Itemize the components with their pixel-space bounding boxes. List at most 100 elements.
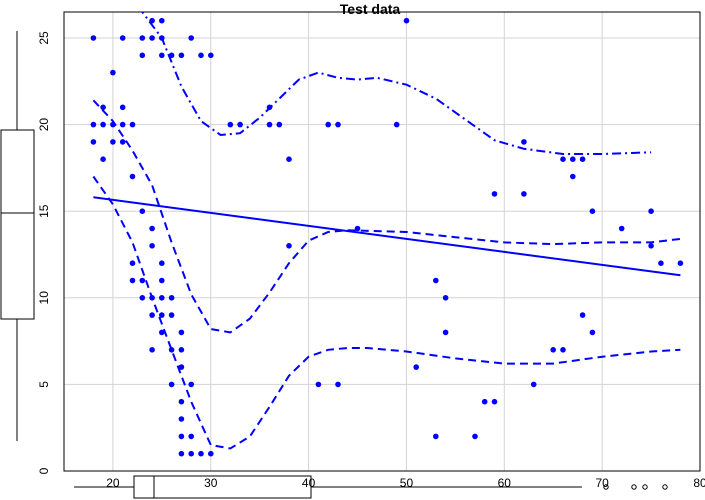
data-point [119, 139, 126, 145]
y-tick-label: 0 [37, 467, 51, 474]
data-point [433, 433, 439, 440]
data-point [159, 52, 165, 59]
data-point [491, 191, 498, 197]
data-point [208, 450, 214, 457]
data-point [168, 52, 175, 59]
x-tick-label: 20 [106, 476, 120, 490]
data-point [168, 381, 175, 388]
data-point [159, 17, 165, 24]
data-point [159, 35, 165, 41]
y-tick-label: 10 [37, 291, 51, 305]
x-tick-label: 40 [302, 476, 316, 490]
data-point [188, 450, 194, 457]
data-point [550, 347, 556, 353]
data-point [393, 121, 400, 128]
data-point [442, 329, 449, 336]
data-point [149, 17, 155, 24]
data-point [276, 121, 283, 128]
data-point [100, 121, 106, 128]
data-point [149, 35, 155, 41]
data-point [110, 139, 116, 145]
data-point [178, 52, 185, 59]
data-point [178, 416, 185, 422]
data-point [198, 450, 204, 457]
data-point [648, 243, 654, 249]
grid [64, 12, 701, 472]
data-point [100, 156, 106, 162]
x-tick-label: 60 [498, 476, 512, 490]
data-point [325, 121, 332, 128]
data-point [354, 225, 361, 232]
series-line-dashed-2 [92, 175, 681, 450]
y-tick-label: 15 [37, 204, 51, 218]
y-tick-label: 5 [37, 381, 51, 388]
data-point [178, 450, 185, 457]
data-point [618, 225, 625, 232]
data-point [90, 35, 97, 41]
axes: 20 30 40 50 60 70 80 0 5 10 15 20 25 [37, 31, 705, 490]
data-point [119, 35, 126, 41]
data-point [286, 156, 292, 162]
data-point [139, 208, 146, 214]
data-point [119, 104, 126, 111]
data-point [168, 312, 175, 318]
data-point [560, 156, 566, 162]
data-point [579, 312, 586, 318]
data-point [129, 121, 136, 128]
data-point [149, 243, 155, 249]
marginal-boxplot-x [74, 475, 668, 499]
chart-title: Test data [340, 1, 401, 17]
data-point [677, 260, 684, 267]
data-point [266, 121, 273, 128]
data-point [188, 381, 194, 388]
data-point [335, 121, 341, 128]
marginal-boxplot-y [0, 31, 35, 441]
series-line-dashdot-3 [140, 12, 652, 155]
x-tick-label: 30 [204, 476, 218, 490]
data-point [139, 277, 146, 284]
data-point [237, 121, 243, 128]
data-point [579, 156, 586, 162]
data-point [149, 295, 155, 301]
data-point [110, 69, 116, 76]
data-point [560, 347, 566, 353]
x-tick-label: 80 [693, 476, 705, 490]
data-point [149, 347, 155, 353]
data-point [178, 364, 185, 370]
data-point [188, 35, 194, 41]
data-point [159, 260, 165, 267]
data-point [178, 398, 185, 405]
data-points [90, 17, 684, 457]
data-point [119, 121, 126, 128]
data-point [178, 347, 185, 353]
data-point [472, 433, 478, 440]
data-point [403, 17, 410, 24]
data-point [648, 208, 654, 214]
data-point [90, 121, 97, 128]
data-point [521, 139, 527, 145]
series-lines [92, 12, 681, 450]
series-line-solid-0 [93, 196, 681, 277]
data-point [178, 433, 185, 440]
data-point [442, 295, 449, 301]
y-tick-label: 25 [37, 31, 51, 45]
data-point [481, 398, 488, 405]
series-line-dashed-1 [92, 99, 681, 334]
data-point [433, 277, 439, 284]
data-point [570, 173, 576, 180]
data-point [589, 329, 596, 336]
data-point [159, 277, 165, 284]
data-point [149, 312, 155, 318]
data-point [188, 433, 194, 440]
data-point [658, 260, 664, 267]
data-point [530, 381, 537, 388]
data-point [521, 191, 527, 197]
data-point [100, 104, 106, 111]
data-point [589, 208, 596, 214]
data-point [149, 225, 155, 232]
data-point [208, 52, 214, 59]
data-point [90, 139, 97, 145]
data-point [129, 173, 136, 180]
